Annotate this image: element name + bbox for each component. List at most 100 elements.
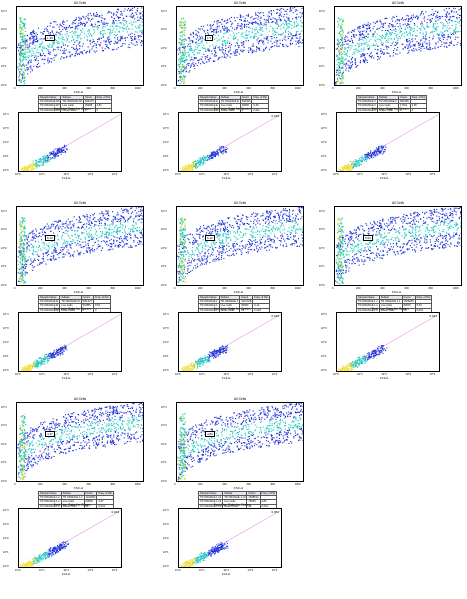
event-dot bbox=[222, 146, 224, 148]
event-dot bbox=[425, 33, 427, 36]
event-dot bbox=[454, 32, 457, 34]
event-dot bbox=[361, 42, 363, 44]
event-dot bbox=[55, 154, 57, 156]
event-dot bbox=[123, 24, 125, 26]
table-cell: 0.011 bbox=[251, 107, 270, 113]
event-dot bbox=[289, 9, 291, 11]
event-dot bbox=[46, 228, 48, 230]
event-dot bbox=[186, 166, 188, 168]
event-dot bbox=[24, 76, 26, 78]
event-dot bbox=[281, 33, 283, 35]
event-dot bbox=[374, 22, 376, 24]
event-dot bbox=[347, 170, 349, 171]
event-dot bbox=[369, 158, 371, 160]
event-dot bbox=[362, 49, 364, 51]
event-dot bbox=[452, 20, 454, 22]
event-dot bbox=[271, 21, 273, 24]
event-dot bbox=[128, 228, 130, 230]
event-dot bbox=[343, 51, 345, 53]
event-dot bbox=[36, 63, 38, 66]
event-dot bbox=[280, 34, 282, 36]
event-dot bbox=[387, 30, 389, 32]
event-dot bbox=[184, 168, 186, 170]
event-dot bbox=[126, 236, 128, 238]
event-dot bbox=[403, 36, 405, 38]
event-dot bbox=[49, 25, 51, 27]
event-dot bbox=[60, 149, 62, 151]
event-dot bbox=[21, 52, 23, 54]
event-dot bbox=[21, 243, 23, 245]
event-dot bbox=[83, 16, 85, 19]
event-dot bbox=[18, 69, 20, 71]
event-dot bbox=[183, 54, 185, 56]
event-dot bbox=[184, 77, 186, 79]
event-dot bbox=[180, 62, 182, 64]
event-dot bbox=[122, 19, 124, 21]
event-dot bbox=[213, 31, 215, 33]
event-dot bbox=[303, 16, 304, 17]
event-dot bbox=[33, 55, 35, 57]
event-dot bbox=[295, 17, 297, 19]
event-dot bbox=[401, 35, 403, 37]
event-dot bbox=[183, 47, 185, 49]
event-dot bbox=[61, 34, 63, 36]
event-dot bbox=[268, 17, 270, 19]
event-dot bbox=[199, 163, 201, 165]
event-dot bbox=[24, 38, 26, 40]
event-dot bbox=[28, 233, 30, 235]
event-dot bbox=[37, 66, 39, 68]
event-dot bbox=[63, 56, 65, 58]
event-dot bbox=[73, 38, 75, 40]
event-dot bbox=[348, 46, 350, 48]
event-dot bbox=[341, 39, 343, 42]
event-dot bbox=[244, 17, 246, 20]
event-dot bbox=[205, 156, 207, 158]
event-dot bbox=[449, 32, 451, 34]
event-dot bbox=[86, 247, 88, 249]
event-dot bbox=[338, 66, 341, 68]
event-dot bbox=[19, 81, 21, 83]
event-dot bbox=[193, 57, 196, 59]
event-dot bbox=[339, 62, 341, 64]
event-dot bbox=[290, 20, 292, 23]
event-dot bbox=[444, 30, 446, 33]
event-dot bbox=[85, 16, 87, 18]
event-dot bbox=[21, 78, 23, 80]
event-dot bbox=[76, 52, 78, 54]
event-dot bbox=[345, 168, 347, 170]
event-dot bbox=[231, 23, 233, 25]
event-dot bbox=[26, 39, 28, 41]
x-tick-label: 10^4 bbox=[111, 173, 118, 176]
event-dot bbox=[213, 155, 215, 157]
event-dot bbox=[429, 43, 431, 45]
event-dot bbox=[41, 38, 43, 40]
event-dot bbox=[193, 162, 195, 164]
event-dot bbox=[248, 50, 250, 52]
event-dot bbox=[246, 14, 248, 17]
event-dot bbox=[61, 149, 63, 151]
event-dot bbox=[19, 60, 22, 62]
event-dot bbox=[431, 32, 433, 34]
event-dot bbox=[368, 28, 370, 30]
event-dot bbox=[54, 228, 56, 230]
event-dot bbox=[53, 42, 55, 44]
event-dot bbox=[141, 40, 143, 42]
event-dot bbox=[204, 159, 206, 161]
event-dot bbox=[24, 40, 26, 42]
event-dot bbox=[49, 154, 51, 156]
event-dot bbox=[234, 50, 237, 52]
event-dot bbox=[78, 42, 81, 44]
event-dot bbox=[372, 44, 374, 46]
event-dot bbox=[23, 47, 25, 49]
event-dot bbox=[103, 217, 105, 219]
event-dot bbox=[296, 30, 298, 32]
event-dot bbox=[201, 56, 203, 58]
event-dot bbox=[51, 153, 53, 155]
event-dot bbox=[345, 164, 347, 166]
event-dot bbox=[348, 66, 350, 68]
event-dot bbox=[391, 42, 393, 44]
event-dot bbox=[374, 44, 376, 46]
event-dot bbox=[348, 60, 350, 62]
event-dot bbox=[96, 230, 98, 232]
event-dot bbox=[363, 26, 365, 28]
